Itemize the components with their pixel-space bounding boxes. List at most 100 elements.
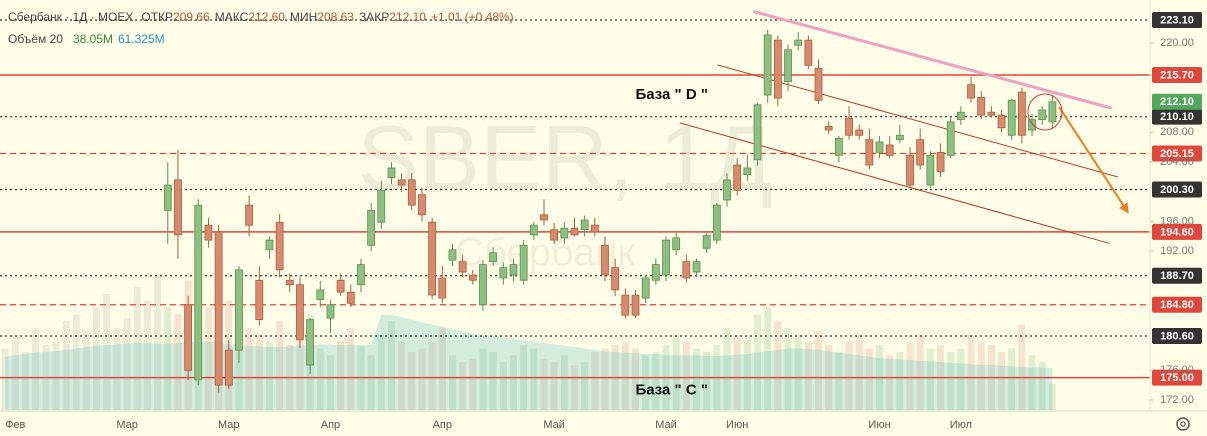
y-tick-label: 208.00	[1160, 126, 1194, 138]
x-tick-label: Май	[543, 419, 565, 431]
candle-body	[174, 179, 182, 236]
volume-bar	[926, 348, 934, 410]
level-label: 215.70	[1160, 69, 1194, 81]
volume-bar	[947, 351, 955, 410]
volume-bar	[255, 334, 263, 410]
ohlc-label: ЗАКР	[359, 10, 389, 24]
candle-body	[540, 214, 548, 221]
candle-body	[387, 167, 396, 179]
x-tick-label: Мар	[116, 419, 138, 431]
level-label: 200.30	[1160, 184, 1194, 196]
candle-body	[865, 139, 874, 166]
volume-bar	[906, 341, 914, 410]
volume-bar	[418, 348, 426, 410]
volume-header: Объём 20 38.05M 61.325M	[8, 32, 165, 46]
volume-bar	[642, 355, 650, 410]
volume-bar	[601, 348, 609, 410]
volume-bar	[265, 341, 273, 410]
volume-bar	[82, 331, 90, 410]
candle-body	[936, 151, 945, 173]
level-label-box	[1152, 181, 1202, 198]
candle-body	[499, 267, 508, 279]
volume-value: 38.05M	[73, 32, 113, 46]
candle-body	[733, 164, 742, 191]
candle-body	[1048, 101, 1057, 123]
level-label-box	[1152, 328, 1202, 345]
volume-bar	[1008, 348, 1016, 410]
candle-body	[519, 244, 528, 281]
annotation: База " C "	[635, 381, 707, 398]
volume-bar	[1028, 355, 1036, 410]
volume-bar	[774, 321, 782, 410]
candle-body	[570, 227, 579, 236]
trend-line	[752, 10, 1112, 110]
candle-body	[784, 49, 792, 83]
candle-body	[1007, 99, 1016, 136]
candle-body	[631, 294, 640, 316]
candle-body	[885, 144, 894, 156]
volume-bar	[754, 314, 762, 410]
volume-bar	[164, 307, 172, 410]
candle-body	[438, 277, 447, 299]
candle-body	[773, 39, 782, 99]
volume-bar	[428, 341, 436, 410]
level-label-box	[1152, 145, 1202, 162]
candle-body	[194, 204, 203, 381]
candle-body	[875, 141, 884, 153]
volume-bar	[815, 331, 823, 410]
volume-bar	[489, 351, 497, 410]
candle-body	[285, 279, 294, 286]
volume-bar	[276, 321, 284, 410]
settings-icon[interactable]	[1176, 417, 1190, 431]
x-tick-label: Июл	[950, 419, 972, 431]
symbol-title: Сбербанк · 1Д · MOEX	[8, 10, 133, 24]
candle-body	[214, 231, 223, 386]
volume-bar	[570, 365, 578, 410]
volume-bar	[1048, 383, 1056, 410]
annotation: База " D "	[635, 86, 707, 103]
volume-bar	[469, 358, 477, 410]
volume-bar	[896, 351, 904, 410]
level-label: 223.10	[1160, 14, 1194, 26]
volume-ma-area	[5, 314, 1053, 410]
volume-bar	[591, 351, 599, 410]
volume-bar	[448, 355, 456, 410]
volume-bar	[794, 334, 802, 410]
trend-layer	[679, 10, 1129, 244]
volume-bar	[1, 348, 9, 410]
candle-body	[977, 96, 986, 116]
candle-body	[611, 267, 620, 291]
volume-bar	[123, 317, 131, 410]
volume-bar	[967, 334, 975, 410]
level-label-box	[1152, 67, 1202, 84]
volume-bar	[143, 300, 151, 410]
candle-body	[336, 279, 345, 293]
volume-bar	[62, 321, 70, 410]
volume-bar	[733, 334, 741, 410]
volume-bar	[865, 348, 873, 410]
volume-bar	[998, 351, 1006, 410]
volume-bar	[316, 348, 324, 410]
level-label-box	[1152, 223, 1202, 240]
volume-bar	[21, 351, 29, 410]
volume-bar	[337, 341, 345, 410]
volume-bar	[631, 348, 639, 410]
volume-bar	[398, 341, 406, 410]
x-tick-label: Мар	[218, 419, 240, 431]
volume-bar	[133, 287, 141, 410]
candle-body	[946, 121, 955, 156]
volume-bar	[387, 321, 395, 410]
volume-bar	[804, 341, 812, 410]
level-label: 175.00	[1160, 372, 1194, 384]
candle-body	[967, 84, 975, 99]
last-price-label: 212.10	[1160, 96, 1194, 108]
candle-body	[509, 264, 518, 276]
volume-bar	[103, 293, 111, 410]
volume-bar	[245, 328, 253, 410]
candle-body	[804, 39, 813, 66]
volume-bar	[438, 328, 446, 410]
y-tick-label: 196.00	[1160, 215, 1194, 227]
candle-body	[479, 264, 487, 306]
volume-bar	[113, 328, 121, 410]
